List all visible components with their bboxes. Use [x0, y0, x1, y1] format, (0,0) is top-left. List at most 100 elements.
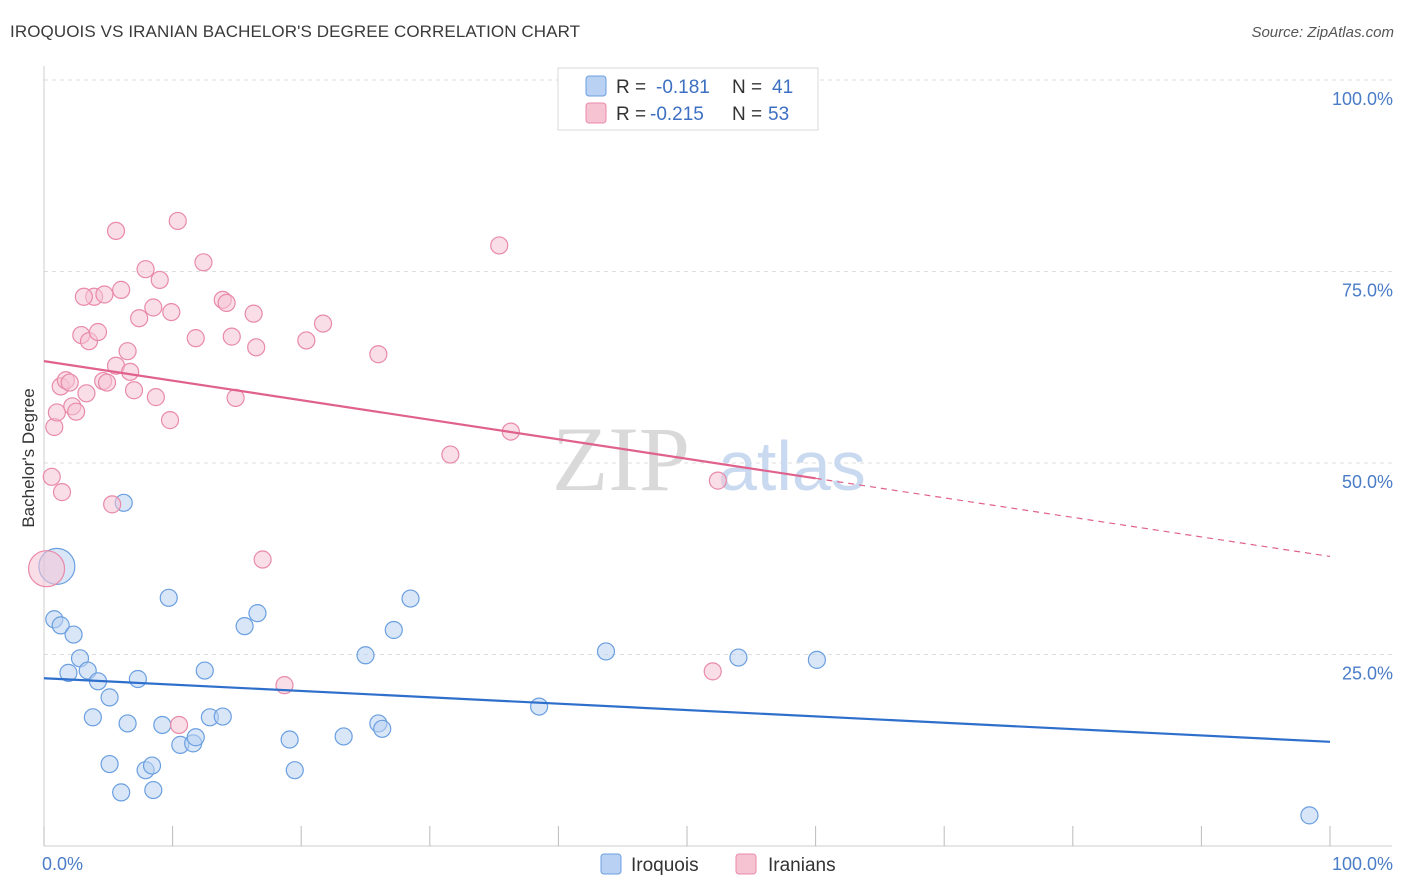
iranians-point-19: [118, 342, 137, 361]
iranians-point-48: [703, 662, 722, 681]
y-axis-label: Bachelor's Degree: [19, 388, 38, 527]
grid-lines: [44, 79, 1392, 655]
iroquois-point-9: [128, 669, 147, 689]
iroquois-point-37: [596, 642, 616, 661]
legend-n-label-2: N =: [732, 104, 762, 125]
iroquois-point-11: [118, 714, 137, 733]
legend-swatch-iranians: [585, 102, 607, 124]
legend-r-value-iranians: -0.215: [650, 104, 704, 125]
legend-n-value-iranians: 53: [768, 104, 789, 125]
y-tick-label-2: 50.0%: [1342, 472, 1393, 492]
source-label: Source: ZipAtlas.com: [1251, 24, 1394, 41]
iroquois-point-38: [729, 648, 748, 667]
x-tick-label-start: 0.0%: [42, 854, 83, 874]
iroquois-point-26: [235, 617, 254, 636]
watermark-zip: ZIP: [552, 408, 690, 510]
bottom-legend-iranians: Iranians: [768, 855, 836, 876]
axes: [43, 66, 1392, 847]
iroquois-point-23: [144, 780, 163, 800]
iranians-point-51: [60, 373, 79, 392]
trend-lines: [43, 360, 1331, 743]
iranians-point-45: [490, 236, 509, 255]
iranians-point-17: [103, 495, 122, 514]
iranians-point-22: [130, 309, 149, 328]
bottom-legend-iroquois: Iroquois: [631, 855, 699, 876]
iroquois-point-27: [248, 604, 267, 623]
iranians-point-34: [217, 293, 236, 313]
iranians-point-24: [146, 388, 165, 407]
iroquois-trend-line: [43, 677, 1331, 743]
y-tick-label-3: 25.0%: [1342, 664, 1393, 684]
iroquois-point-3: [64, 625, 83, 644]
legend-r-value-iroquois: -0.181: [656, 77, 710, 98]
legend-swatch-iroquois: [585, 75, 607, 97]
iroquois-point-19: [100, 754, 119, 774]
iroquois-point-29: [285, 761, 304, 780]
iranians-point-23: [144, 298, 163, 317]
iranians-point-42: [313, 314, 333, 333]
legend-r-label-1: R =: [616, 77, 646, 98]
iranians-point-31: [194, 253, 213, 272]
iranians-point-13: [74, 287, 93, 306]
iranians-points: [27, 211, 727, 735]
chart-title: IROQUOIS VS IRANIAN BACHELOR'S DEGREE CO…: [10, 22, 581, 41]
iranians-point-52: [27, 550, 66, 588]
iranians-point-41: [297, 331, 316, 350]
iroquois-point-33: [373, 719, 392, 738]
iranians-point-20: [121, 362, 140, 381]
iranians-point-29: [168, 211, 187, 231]
iranians-point-49: [160, 411, 180, 430]
iroquois-point-34: [384, 620, 403, 640]
iranians-point-0: [42, 467, 61, 486]
iroquois-point-2: [51, 616, 70, 635]
iranians-point-35: [222, 327, 241, 346]
legend-n-label-1: N =: [732, 77, 762, 98]
iroquois-point-39: [807, 650, 826, 669]
iroquois-point-15: [186, 728, 205, 747]
iranians-point-3: [47, 403, 66, 422]
iroquois-point-18: [195, 661, 214, 680]
iroquois-point-22: [112, 783, 131, 802]
iranians-point-28: [162, 302, 181, 322]
iranians-point-25: [112, 280, 131, 299]
iranians-trend-line: [43, 360, 816, 480]
series-legend: Iroquois Iranians: [600, 853, 836, 876]
iranians-point-44: [441, 445, 460, 464]
iroquois-point-31: [356, 646, 375, 665]
legend-n-value-iroquois: 41: [772, 77, 793, 98]
iranians-point-43: [369, 345, 388, 364]
iroquois-point-28: [280, 730, 299, 749]
iranians-point-21: [124, 381, 144, 400]
iranians-point-7: [67, 402, 86, 421]
y-tick-label-0: 100.0%: [1332, 89, 1393, 109]
stats-legend: R = -0.181 N = 41 R = -0.215 N = 53: [557, 67, 819, 131]
iroquois-point-40: [1300, 806, 1319, 825]
iranians-point-16: [97, 373, 117, 392]
iroquois-point-17: [213, 707, 232, 726]
legend-r-label-2: R =: [616, 104, 646, 125]
iroquois-points: [38, 493, 1319, 825]
iroquois-point-25: [159, 588, 178, 607]
y-tick-labels: 100.0% 75.0% 50.0% 25.0%: [1332, 89, 1393, 684]
bottom-legend-swatch-iranians: [735, 853, 757, 875]
iranians-point-30: [106, 221, 126, 241]
iranians-point-14: [95, 285, 114, 304]
watermark-atlas: atlas: [718, 427, 866, 505]
x-tick-labels: 0.0% 100.0%: [42, 854, 1393, 874]
iroquois-point-21: [142, 756, 162, 775]
iroquois-point-8: [100, 688, 119, 707]
iranians-point-32: [186, 329, 205, 348]
iroquois-point-12: [153, 715, 172, 735]
x-tick-label-end: 100.0%: [1332, 854, 1393, 874]
iranians-point-47: [708, 471, 727, 490]
iranians-point-37: [244, 304, 263, 323]
iranians-point-27: [150, 270, 169, 290]
y-tick-label-1: 75.0%: [1342, 281, 1393, 301]
iroquois-point-35: [401, 589, 420, 608]
iranians-point-1: [52, 483, 72, 502]
iroquois-point-6: [59, 663, 78, 682]
iranians-point-8: [77, 384, 96, 403]
iroquois-point-30: [334, 727, 353, 746]
iranians-trend-extension: [815, 477, 1331, 558]
